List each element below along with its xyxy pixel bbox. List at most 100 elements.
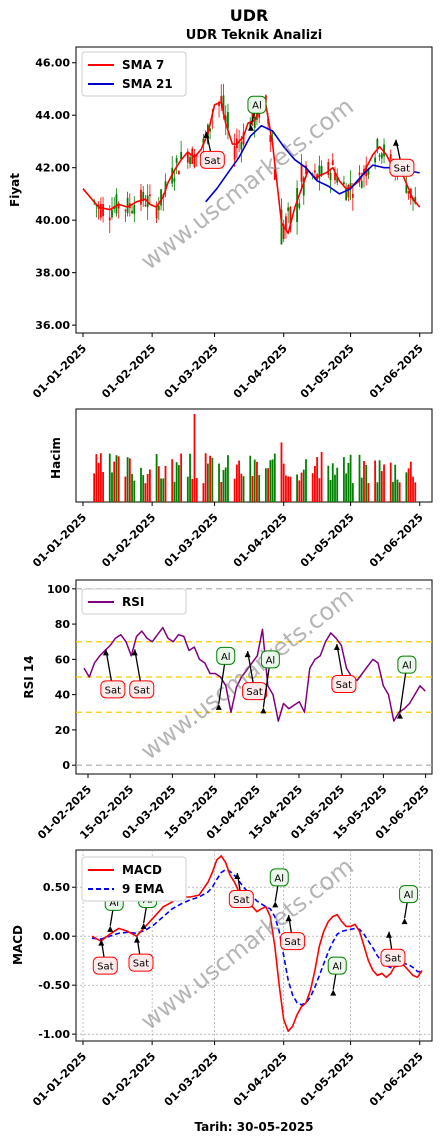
rsi-y-tick-label: 0 bbox=[62, 759, 70, 772]
volume-bar bbox=[202, 483, 205, 502]
candle-body bbox=[195, 155, 198, 157]
volume-bar bbox=[329, 479, 332, 502]
candle-body bbox=[233, 146, 236, 160]
volume-bar bbox=[394, 464, 397, 502]
macd-x-tick-label: 01-05-2025 bbox=[298, 1050, 357, 1109]
candle-body bbox=[202, 138, 205, 146]
candle-body bbox=[360, 180, 363, 188]
price-panel-frame bbox=[75, 46, 433, 334]
volume-bar bbox=[256, 461, 258, 502]
volume-bar bbox=[177, 465, 180, 502]
price-x-tick-label: 01-03-2025 bbox=[162, 342, 221, 401]
volume-bar bbox=[175, 462, 178, 502]
volume-bar bbox=[235, 464, 238, 502]
price-x-tick-label: 01-06-2025 bbox=[367, 342, 426, 401]
price-y-tick-label: 36.00 bbox=[35, 319, 70, 332]
volume-bar bbox=[347, 462, 350, 502]
candle-body bbox=[302, 177, 305, 196]
volume-bar bbox=[224, 467, 227, 502]
volume-bar bbox=[93, 473, 96, 502]
candle-body bbox=[336, 175, 339, 183]
volume-bar bbox=[305, 459, 307, 502]
candle-body bbox=[300, 164, 303, 182]
volume-bar bbox=[249, 455, 252, 502]
volume-bar bbox=[97, 462, 100, 502]
volume-bar bbox=[318, 478, 321, 502]
candle-body bbox=[269, 134, 272, 143]
volume-bar bbox=[193, 414, 196, 502]
volume-bar bbox=[360, 477, 363, 502]
volume-bar bbox=[173, 481, 176, 502]
rsi-y-tick-label: 80 bbox=[55, 618, 71, 631]
candle-body bbox=[133, 205, 136, 214]
volume-y-label: Hacim bbox=[49, 437, 63, 479]
macd-x-tick-label: 01-03-2025 bbox=[162, 1050, 221, 1109]
macd-signal-8-text: Sat bbox=[385, 954, 401, 965]
macd-legend-entry: 9 EMA bbox=[122, 882, 165, 896]
volume-bar bbox=[285, 475, 287, 502]
volume-bar bbox=[302, 469, 305, 502]
volume-bar bbox=[108, 453, 111, 502]
volume-bar bbox=[111, 472, 113, 502]
price-signal-1-box bbox=[247, 95, 267, 114]
candle-body bbox=[160, 189, 162, 206]
volume-bar bbox=[374, 460, 377, 502]
volume-bar bbox=[380, 471, 383, 502]
macd-signal-8-box bbox=[380, 948, 406, 967]
candle-body bbox=[358, 172, 361, 175]
macd-signal-line bbox=[91, 868, 423, 1006]
macd-signal-5-text: Al bbox=[274, 873, 284, 884]
volume-bar bbox=[414, 482, 417, 502]
candle-body bbox=[115, 194, 118, 214]
candle-body bbox=[407, 191, 410, 194]
volume-bar bbox=[412, 476, 414, 502]
candle-body bbox=[253, 116, 256, 128]
volume-bar bbox=[351, 483, 354, 502]
volume-bar bbox=[407, 468, 410, 502]
candle-body bbox=[349, 182, 352, 189]
candle-body bbox=[142, 191, 145, 202]
price-chart-title: UDR Teknik Analizi bbox=[186, 28, 322, 43]
candle-body bbox=[242, 132, 245, 145]
rsi-signal-2-arrowhead bbox=[215, 703, 222, 710]
volume-bar bbox=[220, 481, 223, 502]
volume-bar bbox=[273, 453, 276, 502]
volume-bar bbox=[133, 480, 136, 502]
volume-bar bbox=[191, 478, 194, 502]
volume-bar bbox=[282, 463, 285, 502]
macd-signal-9-text: Al bbox=[404, 890, 414, 901]
candle-body bbox=[282, 224, 285, 240]
price-signal-2-text: Sat bbox=[394, 164, 410, 175]
sma7-line bbox=[82, 101, 421, 235]
volume-bar bbox=[267, 468, 269, 502]
macd-signal-6-text: Sat bbox=[284, 937, 300, 948]
rsi-y-tick-label: 20 bbox=[55, 724, 71, 737]
volume-bar bbox=[392, 481, 394, 502]
figure-title: UDR bbox=[230, 6, 269, 25]
candle-body bbox=[155, 205, 158, 219]
candle-body bbox=[329, 172, 332, 181]
volume-x-tick-label: 01-06-2025 bbox=[367, 511, 426, 570]
macd-signal-7-text: Al bbox=[332, 962, 342, 973]
volume-bar bbox=[331, 463, 334, 502]
volume-bar bbox=[144, 483, 147, 502]
candle-body bbox=[240, 141, 243, 150]
volume-x-tick-label: 01-02-2025 bbox=[99, 511, 158, 570]
rsi-signal-6-box bbox=[397, 655, 417, 674]
volume-bar bbox=[102, 471, 104, 502]
candle-body bbox=[218, 101, 220, 106]
candle-body bbox=[193, 154, 196, 167]
candle-body bbox=[367, 169, 370, 175]
candle-body bbox=[296, 188, 298, 223]
volume-bar bbox=[164, 465, 167, 502]
candle-body bbox=[389, 154, 392, 160]
footer-date: Tarih: 30-05-2025 bbox=[194, 1120, 313, 1134]
volume-bar bbox=[363, 460, 365, 502]
candle-body bbox=[334, 172, 336, 181]
volume-bar bbox=[378, 460, 381, 502]
macd-y-tick-label: -0.50 bbox=[38, 979, 70, 992]
candle-body bbox=[222, 95, 225, 115]
price-signal-0-arrowhead bbox=[203, 131, 210, 138]
volume-bar bbox=[238, 460, 240, 502]
macd-signal-7-box bbox=[327, 956, 347, 975]
